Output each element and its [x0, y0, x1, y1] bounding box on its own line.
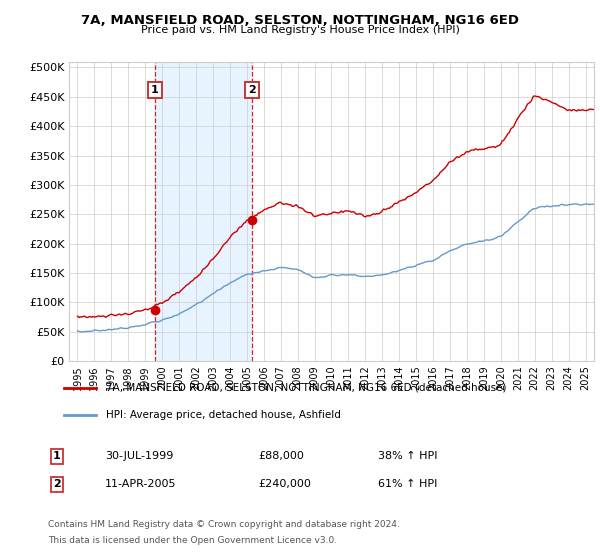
Text: 1: 1 — [151, 85, 159, 95]
Text: £88,000: £88,000 — [258, 451, 304, 461]
Text: 30-JUL-1999: 30-JUL-1999 — [105, 451, 173, 461]
Text: 7A, MANSFIELD ROAD, SELSTON, NOTTINGHAM, NG16 6ED: 7A, MANSFIELD ROAD, SELSTON, NOTTINGHAM,… — [81, 14, 519, 27]
Text: 2: 2 — [248, 85, 256, 95]
Text: Contains HM Land Registry data © Crown copyright and database right 2024.: Contains HM Land Registry data © Crown c… — [48, 520, 400, 529]
Text: 11-APR-2005: 11-APR-2005 — [105, 479, 176, 489]
Text: 7A, MANSFIELD ROAD, SELSTON, NOTTINGHAM, NG16 6ED (detached house): 7A, MANSFIELD ROAD, SELSTON, NOTTINGHAM,… — [106, 382, 507, 393]
Text: This data is licensed under the Open Government Licence v3.0.: This data is licensed under the Open Gov… — [48, 536, 337, 545]
Text: £240,000: £240,000 — [258, 479, 311, 489]
Text: HPI: Average price, detached house, Ashfield: HPI: Average price, detached house, Ashf… — [106, 410, 341, 419]
Text: 1: 1 — [53, 451, 61, 461]
Text: 38% ↑ HPI: 38% ↑ HPI — [378, 451, 437, 461]
Bar — [155, 62, 251, 361]
Text: 2: 2 — [53, 479, 61, 489]
Text: Price paid vs. HM Land Registry's House Price Index (HPI): Price paid vs. HM Land Registry's House … — [140, 25, 460, 35]
Text: 61% ↑ HPI: 61% ↑ HPI — [378, 479, 437, 489]
